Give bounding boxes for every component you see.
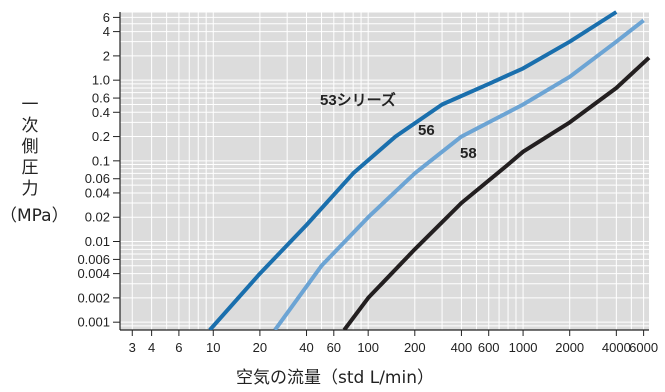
y-tick-label: 0.02 (85, 210, 110, 225)
y-axis-title-char: 一 (22, 95, 39, 115)
series-line-2 (342, 56, 651, 330)
y-tick-label: 0.6 (92, 91, 110, 106)
x-tick-label: 40 (299, 340, 313, 355)
x-tick-label: 100 (357, 340, 379, 355)
axes (113, 12, 649, 336)
y-tick-label: 0.001 (77, 315, 110, 330)
y-tick-label: 0.002 (77, 290, 110, 305)
x-tick-label: 3 (129, 340, 136, 355)
y-axis-title-char: 力 (22, 179, 39, 199)
tick-labels: 6421.00.60.40.20.10.060.040.020.010.0060… (77, 10, 658, 355)
x-tick-label: 2000 (555, 340, 584, 355)
series-label-53: 53シリーズ (320, 91, 396, 109)
y-tick-label: 0.4 (92, 105, 110, 120)
x-tick-label: 200 (404, 340, 426, 355)
series-label-58: 58 (460, 145, 477, 162)
y-tick-label: 0.004 (77, 266, 110, 281)
y-axis-unit: （MPa） (0, 206, 69, 226)
x-axis-title: 空気の流量（std L/min） (236, 368, 434, 388)
y-tick-label: 0.2 (92, 129, 110, 144)
plot-background (120, 12, 649, 330)
y-axis-title-char: 側 (22, 137, 39, 157)
y-tick-label: 0.04 (85, 185, 110, 200)
x-tick-label: 6 (175, 340, 182, 355)
y-tick-label: 0.06 (85, 171, 110, 186)
x-tick-label: 20 (253, 340, 267, 355)
x-tick-label: 600 (478, 340, 500, 355)
series-line-1 (273, 18, 645, 330)
series-label-56: 56 (418, 122, 435, 139)
x-tick-label: 4 (148, 340, 155, 355)
y-tick-label: 1.0 (92, 73, 110, 88)
y-tick-label: 0.006 (77, 252, 110, 267)
x-tick-label: 10 (206, 340, 220, 355)
x-tick-label: 60 (327, 340, 341, 355)
x-tick-label: 1000 (509, 340, 538, 355)
series-lines (208, 10, 651, 330)
y-tick-label: 0.01 (85, 234, 110, 249)
y-tick-label: 2 (103, 48, 110, 63)
x-tick-label: 6000 (629, 340, 658, 355)
x-tick-label: 400 (451, 340, 473, 355)
y-axis-title-char: 圧 (22, 158, 39, 178)
grid-lines (120, 11, 649, 331)
x-tick-label: 4000 (602, 340, 631, 355)
y-tick-label: 6 (103, 10, 110, 25)
y-tick-label: 0.1 (92, 153, 110, 168)
series-line-0 (208, 10, 618, 330)
y-tick-label: 4 (103, 24, 110, 39)
y-axis-title-char: 次 (22, 116, 39, 136)
